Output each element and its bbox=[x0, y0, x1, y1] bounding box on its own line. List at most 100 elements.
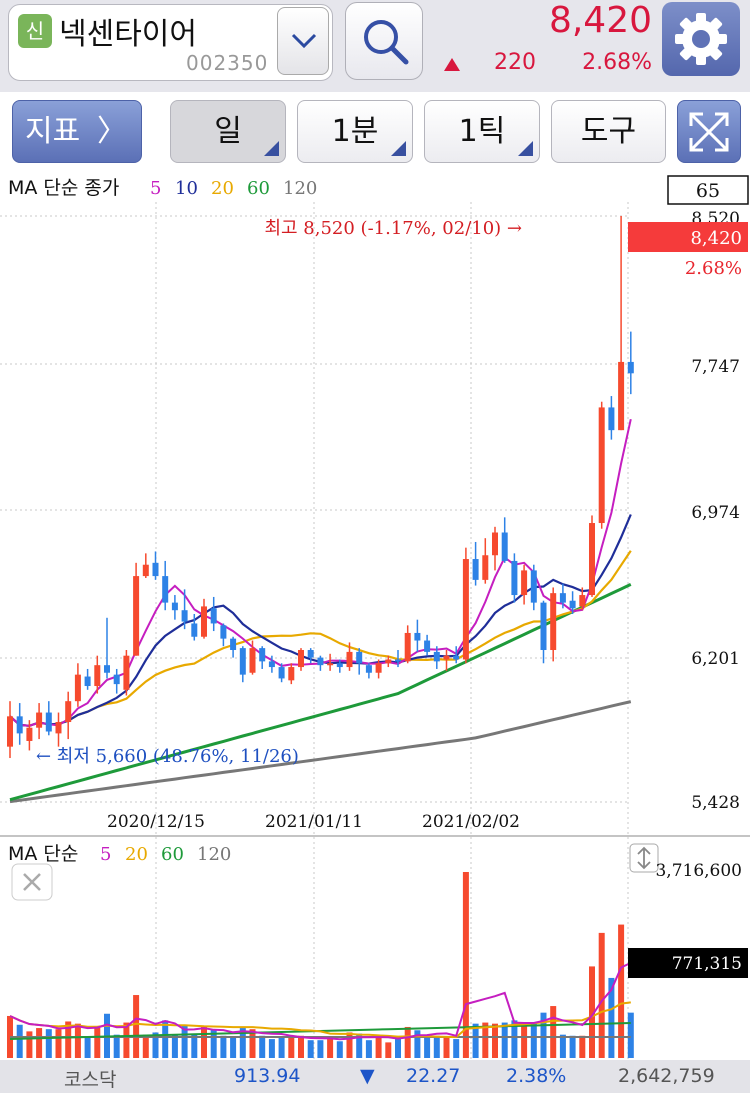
volume-bar bbox=[288, 1036, 295, 1058]
candle-body bbox=[210, 608, 217, 624]
volume-bar bbox=[443, 1036, 450, 1058]
period-minute-button[interactable]: 1분 bbox=[297, 100, 413, 163]
volume-bar bbox=[482, 1022, 489, 1058]
search-icon bbox=[364, 20, 409, 65]
candle-body bbox=[298, 650, 304, 668]
candle-body bbox=[346, 651, 353, 668]
candle-body bbox=[627, 361, 634, 374]
volume-bar bbox=[433, 1035, 440, 1058]
candle-body bbox=[191, 623, 198, 637]
volume-bar bbox=[559, 1034, 566, 1058]
market-index-bar[interactable]: 코스닥 913.94 ▼ 22.27 2.38% 2,642,759 bbox=[0, 1060, 750, 1093]
stock-selector[interactable]: 신 넥센타이어 002350 bbox=[8, 4, 333, 81]
volume-bar bbox=[113, 1034, 120, 1058]
tools-button[interactable]: 도구 bbox=[551, 100, 666, 163]
search-button[interactable] bbox=[345, 2, 423, 80]
stock-code: 002350 bbox=[186, 51, 269, 75]
period-tick-button[interactable]: 1틱 bbox=[424, 100, 540, 163]
candle-body bbox=[45, 712, 52, 732]
corner-triangle-icon bbox=[264, 141, 279, 156]
volume-bar bbox=[540, 1012, 547, 1058]
stock-dropdown-button[interactable] bbox=[277, 7, 329, 75]
volume-bar bbox=[375, 1037, 382, 1058]
volume-bar bbox=[74, 1023, 81, 1058]
visible-count-box[interactable] bbox=[667, 175, 749, 205]
candle-body bbox=[307, 650, 314, 658]
current-price-marker bbox=[628, 222, 748, 252]
expand-icon bbox=[689, 112, 729, 152]
candle-body bbox=[268, 661, 275, 668]
volume-bar bbox=[365, 1040, 372, 1058]
candle-body bbox=[550, 593, 557, 651]
candle-body bbox=[36, 712, 43, 728]
index-volume: 2,642,759 bbox=[618, 1065, 715, 1087]
candles bbox=[7, 216, 634, 759]
volume-bar bbox=[598, 932, 605, 1058]
volume-bar bbox=[608, 977, 615, 1058]
candle-body bbox=[162, 576, 169, 603]
volume-bar bbox=[521, 1025, 528, 1058]
candle-body bbox=[7, 716, 13, 747]
candle-body bbox=[618, 361, 625, 431]
candle-body bbox=[142, 564, 149, 577]
candle-body bbox=[84, 676, 91, 687]
volume-bar bbox=[94, 1026, 101, 1058]
indicator-button[interactable]: 지표 〉 bbox=[12, 100, 142, 163]
volume-ma-legend-item: 20 bbox=[125, 844, 148, 865]
volume-bar bbox=[201, 1025, 207, 1058]
volume-bar bbox=[278, 1037, 285, 1058]
period-day-button[interactable]: 일 bbox=[170, 100, 286, 163]
volume-bar bbox=[142, 1034, 149, 1058]
volume-bar bbox=[171, 1034, 178, 1058]
y-tick-label: 7,747 bbox=[691, 357, 740, 377]
up-arrow-icon bbox=[444, 58, 460, 71]
settings-button[interactable] bbox=[662, 2, 740, 76]
volume-bar bbox=[45, 1029, 52, 1058]
candle-body bbox=[501, 532, 508, 561]
current-price-marker-label: 8,420 bbox=[690, 228, 742, 249]
volume-bar bbox=[36, 1028, 43, 1058]
volume-bar bbox=[395, 1039, 401, 1058]
stock-chart[interactable]: MA 단순 종가 5 10 20 60 120 65 8,520 7,747 6,974… bbox=[0, 172, 750, 1060]
current-price: 8,420 bbox=[548, 0, 652, 41]
y-tick-label: 5,428 bbox=[691, 793, 740, 813]
y-tick-label: 6,201 bbox=[691, 649, 740, 669]
candle-body bbox=[365, 665, 372, 673]
candle-body bbox=[395, 659, 401, 662]
volume-bar bbox=[579, 1035, 586, 1058]
volume-bar bbox=[327, 1039, 334, 1058]
candle-body bbox=[94, 665, 101, 687]
candle-body bbox=[201, 606, 207, 637]
candle-body bbox=[433, 651, 440, 662]
vertical-resize-icon bbox=[637, 846, 651, 870]
candle-body bbox=[462, 559, 469, 660]
volume-bar bbox=[501, 1022, 508, 1058]
candle-body bbox=[336, 663, 343, 668]
volume-bar bbox=[511, 1020, 518, 1058]
volume-legend-title: MA 단순 bbox=[8, 843, 78, 865]
ma60-line bbox=[9, 583, 632, 802]
volume-bar bbox=[589, 966, 595, 1058]
ma-legend-item: 20 bbox=[211, 178, 234, 199]
stock-name: 넥센타이어 bbox=[59, 17, 197, 52]
volume-bar bbox=[385, 1042, 392, 1058]
moving-average-lines bbox=[9, 418, 632, 804]
current-pct-label: 2.68% bbox=[685, 258, 742, 279]
volume-bar bbox=[627, 1012, 634, 1058]
ma-legend-item: 5 bbox=[150, 178, 161, 199]
visible-count: 65 bbox=[696, 180, 720, 202]
candle-body bbox=[589, 523, 595, 596]
candle-body bbox=[230, 638, 237, 651]
volume-bar bbox=[550, 1006, 557, 1058]
price-legend-title: MA 단순 종가 bbox=[8, 177, 119, 199]
chart-grid bbox=[0, 202, 629, 1060]
candle-body bbox=[424, 640, 431, 652]
stock-header: 신 넥센타이어 002350 8,420 220 2.68% bbox=[0, 0, 750, 92]
volume-bar bbox=[55, 1029, 62, 1058]
fullscreen-button[interactable] bbox=[677, 100, 741, 163]
current-volume-marker bbox=[628, 948, 748, 978]
x-tick-label: 2021/02/02 bbox=[422, 812, 520, 832]
candle-body bbox=[288, 667, 295, 681]
candle-body bbox=[152, 562, 159, 577]
volume-ma-legend-item: 60 bbox=[161, 844, 184, 865]
